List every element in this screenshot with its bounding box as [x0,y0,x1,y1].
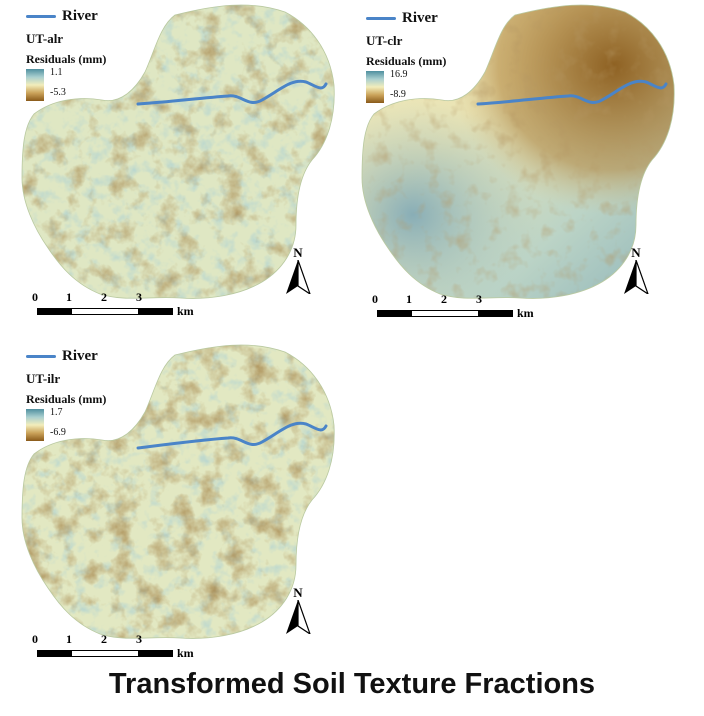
method-label: UT-clr [366,33,403,48]
scale-segment-black [139,650,173,657]
scale-segment-black [37,650,71,657]
color-ramp-legend: 1.7 -6.9 [26,407,106,443]
map-legend: River UT-ilr Residuals (mm) 1.7 -6.9 [26,348,106,443]
map-panel-clr: River UT-clr Residuals (mm) 16.9 -8.9 N … [340,0,704,330]
residual-map-alr [21,4,335,299]
color-ramp-legend: 1.1 -5.3 [26,67,106,103]
map-panel-ilr: River UT-ilr Residuals (mm) 1.7 -6.9 N 0… [0,340,340,665]
legend-river-label: River [402,10,438,26]
legend-river-label: River [62,348,98,364]
north-arrow: N [285,245,312,298]
scale-segment-black [377,310,411,317]
scale-tick-2: 2 [101,290,107,304]
scale-tick-0: 0 [32,290,38,304]
scale-segment-black [139,308,173,315]
river-line [136,79,328,106]
north-label: N [293,585,303,600]
color-ramp [26,69,44,101]
legend-river: River [366,10,446,27]
scale-tick-0: 0 [372,292,378,306]
scale-tick-1: 1 [66,632,72,646]
scale-segment-black [479,310,513,317]
north-arrow: N [623,245,650,298]
north-arrow: N [285,585,312,638]
scale-tick-3: 3 [136,632,142,646]
scale-bar: 0 1 2 3 km [32,290,194,320]
residual-map-ilr [21,344,335,639]
method-label: UT-ilr [26,371,61,386]
river-line [476,79,668,106]
residuals-label: Residuals (mm) [26,392,107,406]
map-legend: River UT-alr Residuals (mm) 1.1 -5.3 [26,8,106,103]
scale-tick-0: 0 [32,632,38,646]
scale-unit: km [177,304,194,318]
river-swatch [26,15,56,18]
north-label: N [293,245,303,260]
residuals-label: Residuals (mm) [366,54,447,68]
residual-map-clr [361,4,675,299]
scale-tick-3: 3 [136,290,142,304]
river-line [136,421,328,450]
scale-tick-2: 2 [101,632,107,646]
color-ramp [26,409,44,441]
north-label: N [631,245,641,260]
legend-river: River [26,8,106,25]
scale-unit: km [517,306,534,320]
scale-tick-2: 2 [441,292,447,306]
ramp-min-value: -8.9 [390,89,406,100]
map-legend: River UT-clr Residuals (mm) 16.9 -8.9 [366,10,446,105]
scale-unit: km [177,646,194,660]
scale-bar: 0 1 2 3 km [372,292,534,322]
north-arrow-icon [286,259,312,296]
residuals-label: Residuals (mm) [26,52,107,66]
ramp-min-value: -6.9 [50,427,66,438]
ramp-min-value: -5.3 [50,87,66,98]
river-swatch [366,17,396,20]
ramp-max-value: 1.7 [50,407,63,418]
scale-segment-white [71,650,139,657]
scale-segment-white [71,308,139,315]
north-arrow-icon [624,259,650,296]
legend-river-label: River [62,8,98,24]
figure-title: Transformed Soil Texture Fractions [108,668,596,700]
scale-tick-1: 1 [406,292,412,306]
legend-river: River [26,348,106,365]
scale-bar: 0 1 2 3 km [32,632,194,662]
ramp-max-value: 1.1 [50,67,63,78]
scale-tick-1: 1 [66,290,72,304]
map-panel-alr: River UT-alr Residuals (mm) 1.1 -5.3 N 0… [0,0,340,330]
ramp-max-value: 16.9 [390,69,408,80]
scale-segment-black [37,308,71,315]
river-swatch [26,355,56,358]
color-ramp [366,71,384,103]
scale-tick-3: 3 [476,292,482,306]
color-ramp-legend: 16.9 -8.9 [366,69,446,105]
method-label: UT-alr [26,31,64,46]
north-arrow-icon [286,599,312,636]
scale-segment-white [411,310,479,317]
